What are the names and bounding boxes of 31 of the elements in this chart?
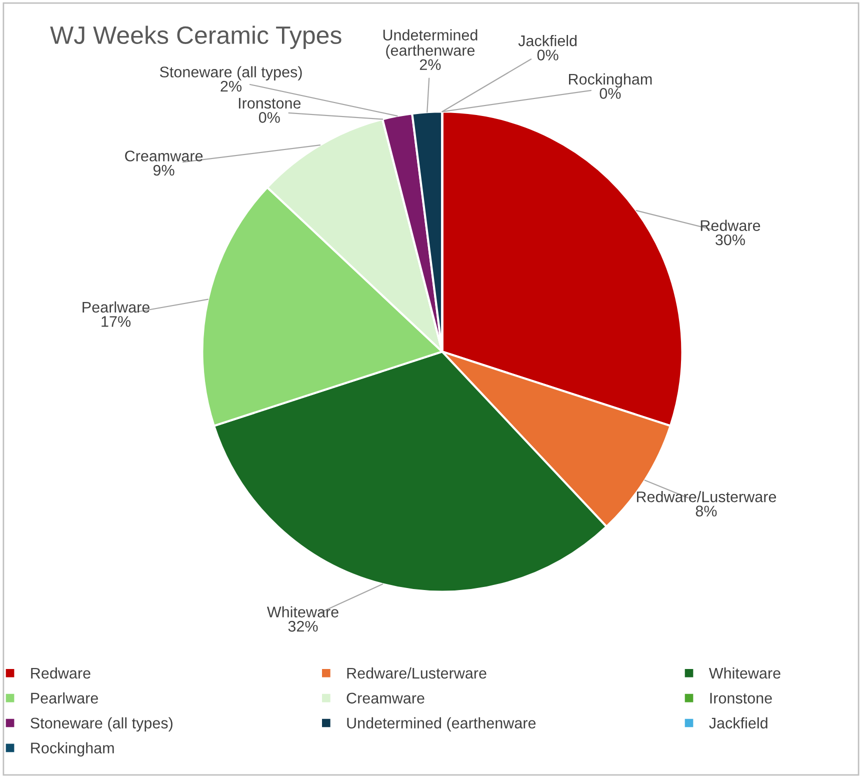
category-label: Jackfield [518, 35, 577, 46]
data-label: 9% [153, 164, 174, 176]
slice-label: Undetermined (earthenware [383, 29, 478, 59]
data-label: 17% [102, 316, 131, 327]
text: 0% [600, 88, 621, 99]
chart-title: WJ Weeks Ceramic Types [50, 26, 342, 49]
data-label: 2% [220, 80, 242, 92]
legend-label: Redware/Lusterware [347, 667, 486, 679]
data-label: 30% [716, 234, 745, 246]
text: 0% [258, 112, 280, 123]
legend-label: Redware [31, 667, 90, 679]
legend-label: Undetermined (earthenware [347, 717, 536, 732]
legend-label: Creamware [346, 692, 424, 704]
slice-label: Redware/Lusterware [637, 491, 776, 502]
slice-label: Pearlware [82, 301, 150, 313]
slice-label: Creamware [125, 150, 203, 162]
data-label: 2% [420, 59, 441, 70]
legend-label: Ironstone [710, 692, 772, 704]
legend-label: Rockingham [31, 742, 114, 756]
slice-label: Redware [700, 220, 760, 232]
legend-label: Pearlware [31, 692, 98, 704]
legend-label: Stoneware (all types) [30, 717, 172, 732]
data-label: 32% [288, 620, 318, 632]
category-label: Rockingham [569, 73, 652, 88]
text: 0% [537, 50, 558, 60]
data-label: 8% [696, 506, 717, 516]
legend-label: Whiteware [708, 667, 780, 679]
slice-label: Stoneware (all types) [160, 66, 302, 80]
category-label: Ironstone [238, 98, 301, 109]
slice-label: Whiteware [266, 606, 338, 618]
legend-label: Jackfield [709, 717, 768, 729]
